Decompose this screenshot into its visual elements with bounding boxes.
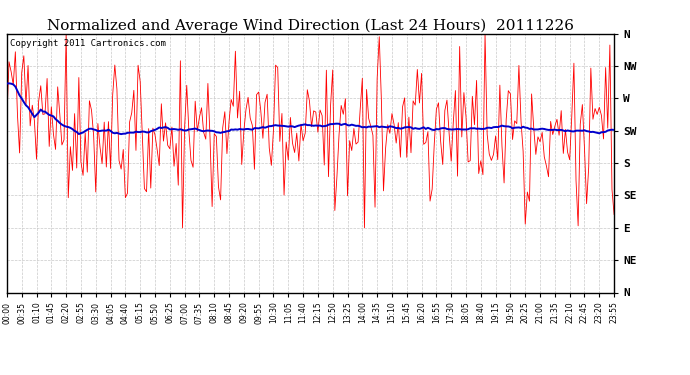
Text: Copyright 2011 Cartronics.com: Copyright 2011 Cartronics.com [10, 39, 166, 48]
Title: Normalized and Average Wind Direction (Last 24 Hours)  20111226: Normalized and Average Wind Direction (L… [47, 18, 574, 33]
